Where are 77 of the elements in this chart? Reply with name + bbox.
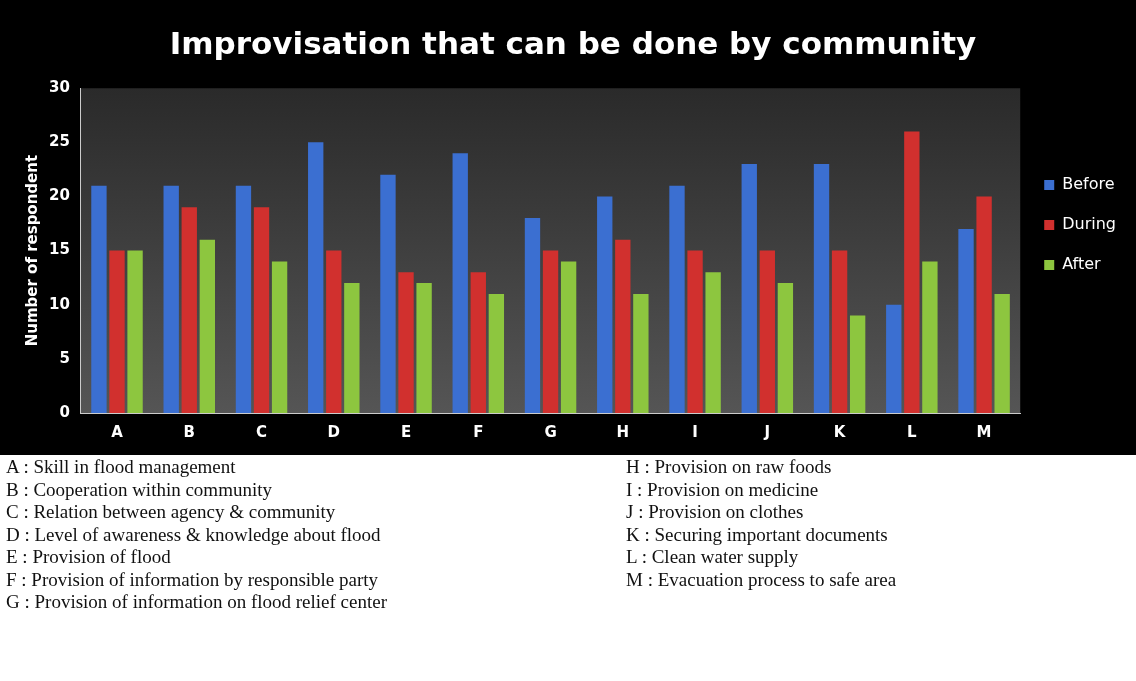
text: E : Provision of flood [6, 546, 172, 569]
y-tick-label: 20 [49, 186, 70, 205]
x-tick-label: J [763, 422, 771, 441]
x-tick-label: L [907, 422, 918, 441]
x-tick-label: H [616, 422, 630, 441]
legend-label: After [1062, 254, 1102, 274]
text: L : Clean water supply [626, 546, 800, 569]
y-tick-label: 25 [49, 132, 70, 151]
text: F : Provision of information by responsible party [6, 568, 380, 591]
bar [344, 283, 360, 413]
y-tick-label: 30 [49, 78, 70, 97]
text: J : Provision on clothes [626, 501, 805, 524]
bar [615, 239, 631, 413]
bar [669, 185, 685, 413]
chart-title: Improvisation that can be done by community [169, 24, 977, 61]
text: G : Provision of information on flood relief center [6, 591, 388, 614]
bar [994, 293, 1010, 413]
bar [470, 272, 486, 413]
x-tick-label: C [256, 422, 268, 441]
bar [958, 228, 974, 413]
x-tick-label: B [183, 422, 195, 441]
text: A : Skill in flood management [6, 456, 237, 479]
legend-label: During [1062, 214, 1116, 234]
bar [235, 185, 252, 413]
x-tick-label: K [833, 422, 847, 441]
text: H : Provision on raw foods [626, 456, 833, 479]
x-tick-label: I [692, 422, 698, 441]
bar [597, 196, 613, 413]
bar [488, 293, 505, 413]
text: D : Level of awareness & knowledge about flood [6, 523, 382, 546]
y-axis-title: Number of respondent [22, 154, 41, 347]
bar [831, 250, 848, 413]
bar [524, 218, 541, 413]
bar [326, 250, 342, 413]
bar [849, 315, 866, 413]
x-tick-label: A [111, 422, 124, 441]
bar [759, 250, 775, 413]
bar [777, 283, 794, 413]
text: I : Provision on medicine [626, 478, 820, 501]
x-tick-label: G [544, 422, 557, 441]
x-tick-label: D [327, 422, 340, 441]
legend-label: Before [1062, 174, 1115, 194]
bar [976, 196, 992, 413]
y-tick-label: 0 [59, 402, 70, 421]
bar [705, 272, 721, 413]
text: M : Evacuation process to safe area [626, 568, 898, 591]
bar [416, 283, 432, 413]
bar [308, 142, 324, 413]
bar [181, 207, 197, 413]
bar [904, 131, 920, 413]
y-tick-label: 5 [59, 348, 70, 367]
bar [741, 163, 757, 413]
bar [398, 272, 414, 413]
text: C : Relation between agency & community [6, 501, 337, 524]
x-tick-label: E [400, 422, 412, 441]
bar [542, 250, 559, 413]
x-tick-label: F [473, 422, 484, 441]
bar [813, 163, 830, 413]
x-tick-label: M [976, 422, 992, 441]
bar [199, 239, 215, 413]
bar [253, 207, 270, 413]
text: B : Cooperation within community [6, 478, 273, 501]
bar [560, 261, 577, 413]
bar [271, 261, 288, 413]
y-tick-label: 10 [49, 294, 70, 313]
bar [109, 250, 125, 413]
bar [127, 250, 143, 413]
bar [380, 174, 396, 413]
bar [886, 304, 902, 413]
bar [922, 261, 938, 413]
bar [163, 185, 179, 413]
bar [91, 185, 107, 413]
bar [452, 153, 468, 413]
y-tick-label: 15 [49, 240, 70, 259]
text: K : Securing important documents [626, 523, 889, 546]
bar [687, 250, 703, 413]
bar [633, 293, 649, 413]
